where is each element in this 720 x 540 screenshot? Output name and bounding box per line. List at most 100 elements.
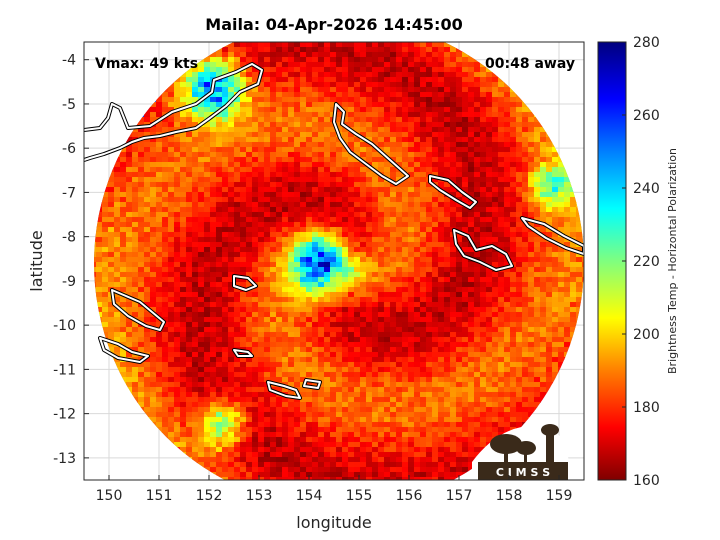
tb-cell [312,192,319,198]
tb-cell [138,167,145,173]
tb-cell [414,307,421,313]
tb-cell [420,87,427,93]
tb-cell [240,247,247,253]
tb-cell [144,207,151,213]
tb-cell [150,172,157,178]
tb-cell [318,372,325,378]
tb-cell [276,252,283,258]
tb-cell [156,342,163,348]
tb-cell [204,337,211,343]
tb-cell [222,87,229,93]
tb-cell [300,137,307,143]
tb-cell [108,237,115,243]
tb-cell [186,237,193,243]
tb-cell [360,227,367,233]
tb-cell [204,252,211,258]
tb-cell [312,157,319,163]
tb-cell [204,377,211,383]
tb-cell [186,262,193,268]
tb-cell [276,352,283,358]
tb-cell [372,92,379,98]
tb-cell [456,182,463,188]
tb-cell [264,287,271,293]
tb-cell [402,157,409,163]
tb-cell [558,292,565,298]
tb-cell [240,237,247,243]
tb-cell [348,352,355,358]
tb-cell [492,232,499,238]
tb-cell [534,192,541,198]
tb-cell [234,142,241,148]
tb-cell [348,212,355,218]
tb-cell [126,252,133,258]
tb-cell [162,207,169,213]
tb-cell [384,327,391,333]
tb-cell [210,142,217,148]
tb-cell [342,267,349,273]
tb-cell [180,122,187,128]
tb-cell [132,257,139,263]
tb-cell [192,317,199,323]
tb-cell [258,117,265,123]
tb-cell [312,267,319,273]
tb-cell [576,267,583,273]
tb-cell [510,222,517,228]
tb-cell [330,352,337,358]
tb-cell [516,122,523,128]
tb-cell [300,87,307,93]
tb-cell [540,257,547,263]
tb-cell [288,182,295,188]
tb-cell [294,227,301,233]
tb-cell [486,202,493,208]
tb-cell [354,222,361,228]
tb-cell [450,77,457,83]
tb-cell [240,232,247,238]
tb-cell [168,277,175,283]
tb-cell [216,257,223,263]
tb-cell [102,257,109,263]
tb-cell [126,292,133,298]
tb-cell [498,142,505,148]
tb-cell [552,297,559,303]
tb-cell [570,317,577,323]
tb-cell [330,152,337,158]
tb-cell [336,187,343,193]
tb-cell [282,302,289,308]
tb-cell [480,107,487,113]
tb-cell [186,352,193,358]
tb-cell [528,242,535,248]
tb-cell [168,372,175,378]
tb-cell [528,167,535,173]
tb-cell [264,362,271,368]
tb-cell [570,307,577,313]
tb-cell [516,362,523,368]
tb-cell [294,277,301,283]
tb-cell [522,277,529,283]
tb-cell [102,207,109,213]
tb-cell [450,47,457,53]
tb-cell [246,127,253,133]
tb-cell [420,152,427,158]
tb-cell [306,282,313,288]
tb-cell [516,217,523,223]
tb-cell [270,277,277,283]
tb-cell [468,352,475,358]
tb-cell [426,192,433,198]
tb-cell [252,312,259,318]
tb-cell [336,122,343,128]
tb-cell [492,362,499,368]
tb-cell [180,187,187,193]
tb-cell [282,222,289,228]
tb-cell [378,247,385,253]
tb-cell [192,247,199,253]
tb-cell [498,347,505,353]
tb-cell [300,197,307,203]
tb-cell [522,367,529,373]
tb-cell [222,217,229,223]
tb-cell [300,232,307,238]
tb-cell [366,242,373,248]
tb-cell [504,367,511,373]
tb-cell [516,177,523,183]
tb-cell [126,337,133,343]
tb-cell [408,47,415,53]
